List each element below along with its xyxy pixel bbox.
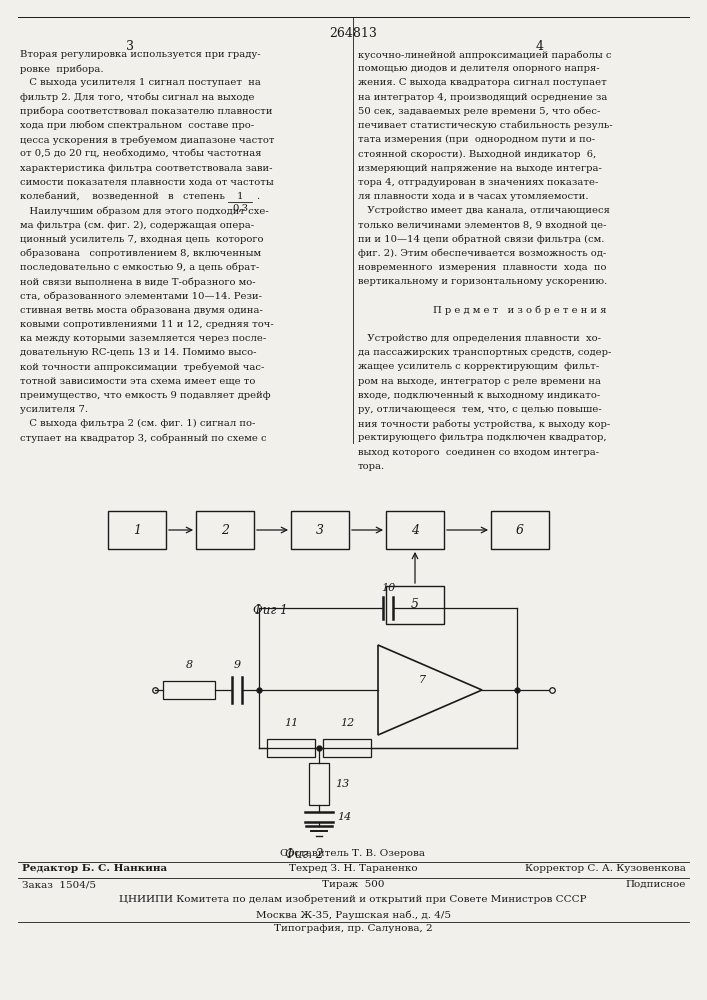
Text: 13: 13 [335,779,349,789]
Text: С выхода фильтра 2 (см. фиг. 1) сигнал по-: С выхода фильтра 2 (см. фиг. 1) сигнал п… [20,419,255,428]
Text: Устройство для определения плавности  хо-: Устройство для определения плавности хо- [358,334,601,343]
Bar [491,511,549,549]
Text: Вторая регулировка используется при граду-: Вторая регулировка используется при град… [20,50,261,59]
Text: С выхода усилителя 1 сигнал поступает  на: С выхода усилителя 1 сигнал поступает на [20,78,261,87]
Text: колебаний,    возведенной   в   степень: колебаний, возведенной в степень [20,192,225,201]
Text: вертикальному и горизонтальному ускорению.: вертикальному и горизонтальному ускорени… [358,277,607,286]
Text: цесса ускорения в требуемом диапазоне частот: цесса ускорения в требуемом диапазоне ча… [20,135,274,145]
Text: Тираж  500: Тираж 500 [322,880,384,889]
Bar [291,511,349,549]
Text: 7: 7 [419,675,426,685]
Text: .: . [256,192,259,201]
Text: 10: 10 [381,583,395,593]
Text: 3: 3 [126,40,134,53]
Text: ма фильтра (см. фиг. 2), содержащая опера-: ма фильтра (см. фиг. 2), содержащая опер… [20,220,254,230]
Text: преимущество, что емкость 9 подавляет дрейф: преимущество, что емкость 9 подавляет др… [20,391,271,400]
Text: на интегратор 4, производящий осреднение за: на интегратор 4, производящий осреднение… [358,93,607,102]
Text: прибора соответствовал показателю плавности: прибора соответствовал показателю плавно… [20,107,272,116]
Bar [163,681,215,699]
Text: 11: 11 [284,718,298,728]
Text: измеряющий напряжение на выходе интегра-: измеряющий напряжение на выходе интегра- [358,164,602,173]
Text: Подписное: Подписное [626,880,686,889]
Text: 1: 1 [237,192,243,201]
Text: жащее усилитель с корректирующим  фильт-: жащее усилитель с корректирующим фильт- [358,362,600,371]
Text: ния точности работы устройства, к выходу кор-: ния точности работы устройства, к выходу… [358,419,610,429]
Text: последовательно с емкостью 9, а цепь обрат-: последовательно с емкостью 9, а цепь обр… [20,263,259,272]
Text: ректирующего фильтра подключен квадратор,: ректирующего фильтра подключен квадратор… [358,433,607,442]
Text: 50 сек, задаваемых реле времени 5, что обес-: 50 сек, задаваемых реле времени 5, что о… [358,107,600,116]
Text: 5: 5 [411,598,419,611]
Text: Устройство имеет два канала, отличающиеся: Устройство имеет два канала, отличающиес… [358,206,610,215]
Text: тора.: тора. [358,462,385,471]
Text: П р е д м е т   и з о б р е т е н и я: П р е д м е т и з о б р е т е н и я [433,306,607,315]
Text: ром на выходе, интегратор с реле времени на: ром на выходе, интегратор с реле времени… [358,377,601,386]
Text: 264813: 264813 [329,27,377,40]
Text: Заказ  1504/5: Заказ 1504/5 [22,880,96,889]
Text: ста, образованного элементами 10—14. Рези-: ста, образованного элементами 10—14. Рез… [20,291,262,301]
Bar [267,739,315,757]
Text: усилителя 7.: усилителя 7. [20,405,88,414]
Text: Корректор С. А. Кузовенкова: Корректор С. А. Кузовенкова [525,864,686,873]
Text: 9: 9 [233,660,240,670]
Text: хода при любом спектральном  составе про-: хода при любом спектральном составе про- [20,121,254,130]
Text: 0,3: 0,3 [232,204,248,213]
Bar [108,511,166,549]
Text: ковыми сопротивлениями 11 и 12, средняя точ-: ковыми сопротивлениями 11 и 12, средняя … [20,320,274,329]
Text: 1: 1 [133,524,141,536]
Text: кой точности аппроксимации  требуемой час-: кой точности аппроксимации требуемой час… [20,362,264,372]
Text: Составитель Т. В. Озерова: Составитель Т. В. Озерова [281,849,426,858]
Text: фиг. 2). Этим обеспечивается возможность од-: фиг. 2). Этим обеспечивается возможность… [358,249,606,258]
Text: Фиг. 2: Фиг. 2 [285,848,323,861]
Text: фильтр 2. Для того, чтобы сигнал на выходе: фильтр 2. Для того, чтобы сигнал на выхо… [20,93,255,102]
Text: 4: 4 [411,524,419,536]
Text: образована   сопротивлением 8, включенным: образована сопротивлением 8, включенным [20,249,261,258]
Bar [323,739,371,757]
Text: характеристика фильтра соответствовала зави-: характеристика фильтра соответствовала з… [20,164,272,173]
Text: ступает на квадратор 3, собранный по схеме с: ступает на квадратор 3, собранный по схе… [20,433,267,443]
Text: ру, отличающееся  тем, что, с целью повыше-: ру, отличающееся тем, что, с целью повыш… [358,405,602,414]
Text: выход которого  соединен со входом интегра-: выход которого соединен со входом интегр… [358,448,599,457]
Text: стоянной скорости). Выходной индикатор  6,: стоянной скорости). Выходной индикатор 6… [358,149,596,159]
Text: тата измерения (при  однородном пути и по-: тата измерения (при однородном пути и по… [358,135,595,144]
Text: ля плавности хода и в часах утомляемости.: ля плавности хода и в часах утомляемости… [358,192,588,201]
Text: Типография, пр. Салунова, 2: Типография, пр. Салунова, 2 [274,924,432,933]
Text: Москва Ж-35, Раушская наб., д. 4/5: Москва Ж-35, Раушская наб., д. 4/5 [255,910,450,920]
Text: тотной зависимости эта схема имеет еще то: тотной зависимости эта схема имеет еще т… [20,377,255,386]
Text: кусочно-линейной аппроксимацией параболы с: кусочно-линейной аппроксимацией параболы… [358,50,612,60]
Text: 14: 14 [337,812,351,822]
Text: 12: 12 [340,718,354,728]
Text: только величинами элементов 8, 9 входной це-: только величинами элементов 8, 9 входной… [358,220,607,229]
Text: ровке  прибора.: ровке прибора. [20,64,103,74]
Text: стивная ветвь моста образована двумя одина-: стивная ветвь моста образована двумя оди… [20,306,263,315]
Text: тора 4, отградуирован в значениях показате-: тора 4, отградуирован в значениях показа… [358,178,598,187]
Text: входе, подключенный к выходному индикато-: входе, подключенный к выходному индикато… [358,391,600,400]
Text: новременного  измерения  плавности  хода  по: новременного измерения плавности хода по [358,263,607,272]
Text: жения. С выхода квадратора сигнал поступает: жения. С выхода квадратора сигнал поступ… [358,78,607,87]
Bar [309,763,329,805]
Bar [386,511,444,549]
Text: пи и 10—14 цепи обратной связи фильтра (см.: пи и 10—14 цепи обратной связи фильтра (… [358,235,604,244]
Text: симости показателя плавности хода от частоты: симости показателя плавности хода от час… [20,178,274,187]
Text: довательную RC-цепь 13 и 14. Помимо высо-: довательную RC-цепь 13 и 14. Помимо высо… [20,348,257,357]
Bar [196,511,254,549]
Text: от 0,5 до 20 гц, необходимо, чтобы частотная: от 0,5 до 20 гц, необходимо, чтобы часто… [20,149,262,158]
Text: печивает статистическую стабильность резуль-: печивает статистическую стабильность рез… [358,121,613,130]
Text: ка между которыми заземляется через после-: ка между которыми заземляется через посл… [20,334,267,343]
Text: Техред З. Н. Тараненко: Техред З. Н. Тараненко [288,864,417,873]
Text: ционный усилитель 7, входная цепь  которого: ционный усилитель 7, входная цепь которо… [20,235,264,244]
Text: Редактор Б. С. Нанкина: Редактор Б. С. Нанкина [22,864,167,873]
Text: 3: 3 [316,524,324,536]
Text: 8: 8 [185,660,192,670]
Text: Наилучшим образом для этого подходит схе-: Наилучшим образом для этого подходит схе… [20,206,269,216]
Bar [386,586,444,624]
Text: ЦНИИПИ Комитета по делам изобретений и открытий при Совете Министров СССР: ЦНИИПИ Комитета по делам изобретений и о… [119,895,587,904]
Text: 2: 2 [221,524,229,536]
Text: Фиг 1: Фиг 1 [252,603,287,616]
Text: 6: 6 [516,524,524,536]
Text: 4: 4 [536,40,544,53]
Text: ной связи выполнена в виде Т-образного мо-: ной связи выполнена в виде Т-образного м… [20,277,256,287]
Text: да пассажирских транспортных средств, содер-: да пассажирских транспортных средств, со… [358,348,612,357]
Text: помощью диодов и делителя опорного напря-: помощью диодов и делителя опорного напря… [358,64,600,73]
